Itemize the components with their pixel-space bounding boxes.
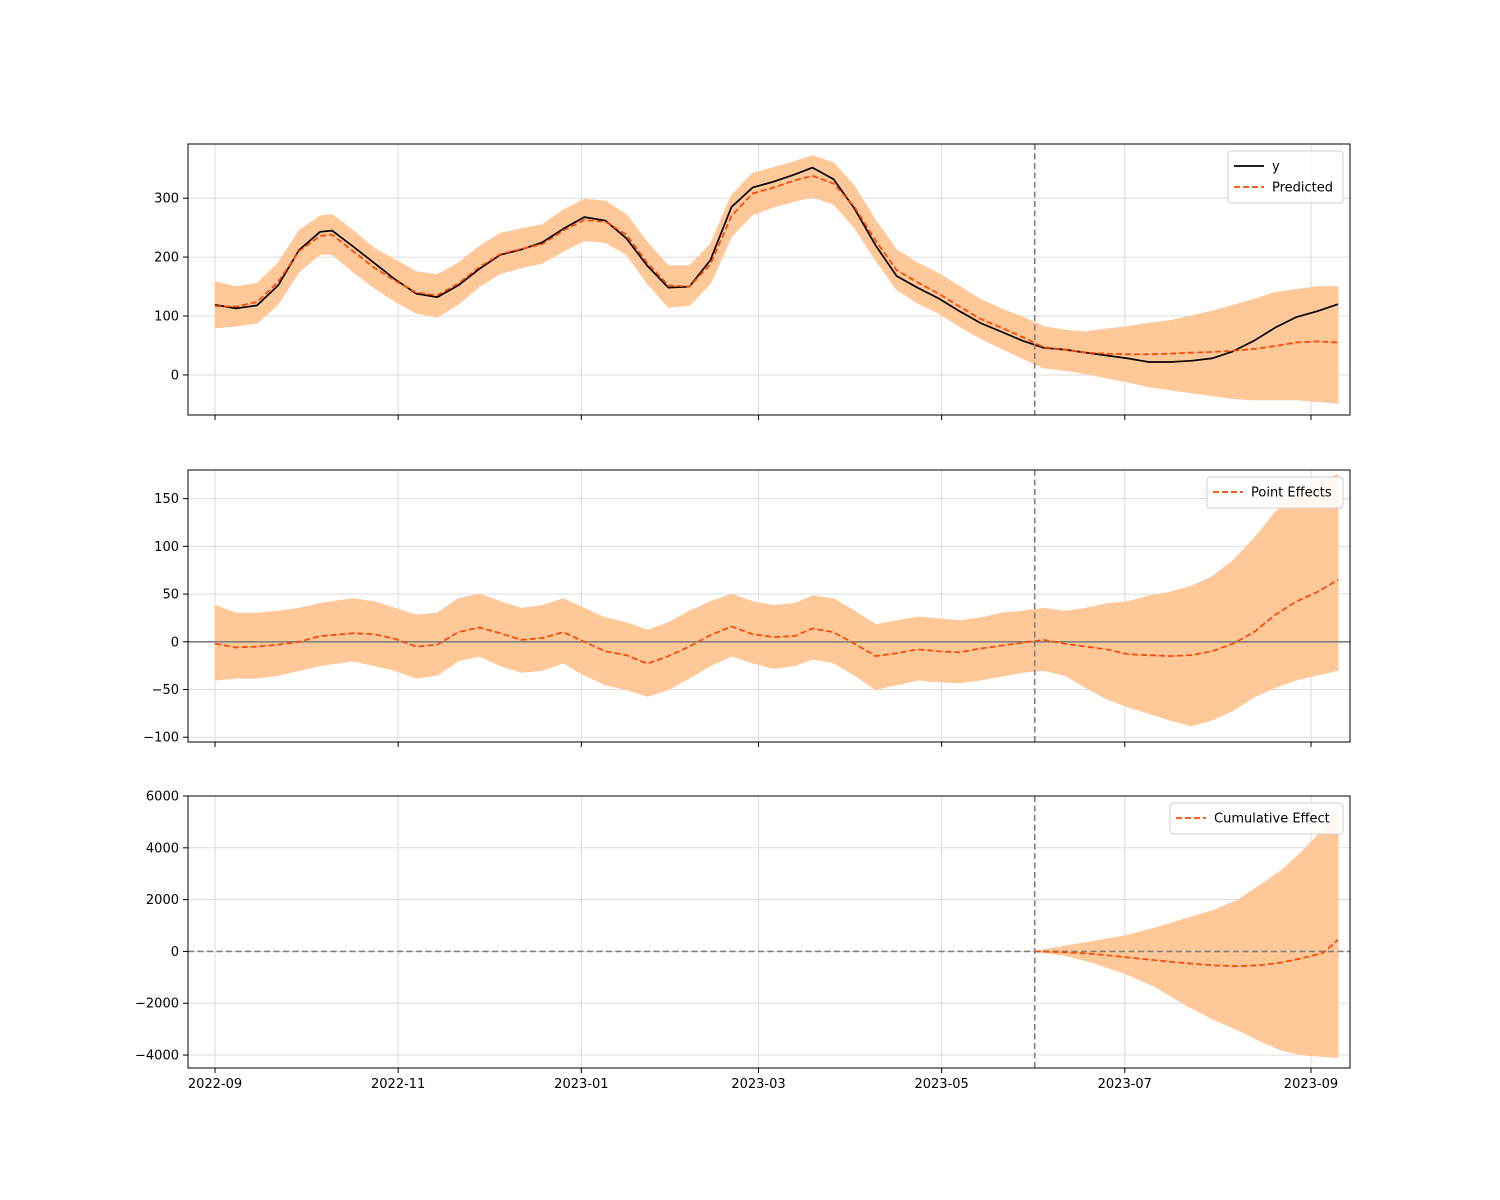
x-tick-label: 2023-05 bbox=[914, 1077, 968, 1092]
x-tick-label: 2023-07 bbox=[1098, 1077, 1152, 1092]
y-tick-label: 6000 bbox=[146, 790, 179, 805]
legend: Cumulative Effect bbox=[1169, 802, 1344, 835]
legend-box bbox=[1227, 150, 1344, 204]
panel-cumulative: 2022-09 2022-11 2023-01 2023-03 2023-05 2023-… bbox=[135, 790, 1351, 1092]
y-tick-label: 50 bbox=[162, 588, 179, 603]
y-tick-label: −50 bbox=[152, 683, 179, 698]
x-tick-label: 2023-03 bbox=[731, 1077, 785, 1092]
confidence-band bbox=[214, 155, 1339, 404]
confidence-band bbox=[1034, 806, 1339, 1059]
y-tick-label: 300 bbox=[154, 192, 179, 207]
y-tick-label: −4000 bbox=[135, 1049, 179, 1064]
y-tick-label: 100 bbox=[154, 310, 179, 325]
y-tick-label: 100 bbox=[154, 540, 179, 555]
x-tick-label: 2022-09 bbox=[188, 1077, 242, 1092]
y-tick-label: 4000 bbox=[146, 841, 179, 856]
legend-label: Cumulative Effect bbox=[1214, 812, 1330, 827]
x-tick-label: 2023-01 bbox=[554, 1077, 608, 1092]
y-tick-label: −2000 bbox=[135, 997, 179, 1012]
y-tick-label: 0 bbox=[171, 368, 179, 383]
y-tick-label: −100 bbox=[143, 731, 179, 746]
legend-box bbox=[1169, 802, 1344, 835]
y-tick-label: 200 bbox=[154, 251, 179, 266]
panel-original: 0 100 200 300 y Predicted bbox=[154, 143, 1351, 420]
axes-frame bbox=[187, 795, 1351, 1069]
y-tick-label: 150 bbox=[154, 492, 179, 507]
legend-label: Point Effects bbox=[1251, 486, 1332, 501]
legend-label: y bbox=[1272, 160, 1280, 175]
axes-frame bbox=[187, 143, 1351, 416]
legend: Point Effects bbox=[1206, 476, 1344, 509]
plot-area bbox=[214, 155, 1339, 404]
legend-label: Predicted bbox=[1272, 181, 1333, 196]
series-line-point-effects bbox=[214, 579, 1339, 665]
series-line-predicted bbox=[214, 174, 1339, 356]
panel-pointwise: −100 −50 0 50 100 150 Point Effects bbox=[143, 469, 1351, 747]
x-tick-label: 2022-11 bbox=[371, 1077, 425, 1092]
y-tick-label: 0 bbox=[171, 945, 179, 960]
plot-area bbox=[188, 474, 1350, 727]
plot-area bbox=[188, 806, 1350, 1059]
y-tick-label: 0 bbox=[171, 635, 179, 650]
legend: y Predicted bbox=[1227, 150, 1344, 204]
series-line-cumulative-effect bbox=[1034, 939, 1339, 968]
confidence-band bbox=[214, 474, 1339, 727]
axes-frame bbox=[187, 469, 1351, 743]
y-tick-label: 2000 bbox=[146, 893, 179, 908]
legend-box bbox=[1206, 476, 1344, 509]
x-tick-label: 2023-09 bbox=[1284, 1077, 1338, 1092]
series-line-y bbox=[214, 166, 1339, 363]
